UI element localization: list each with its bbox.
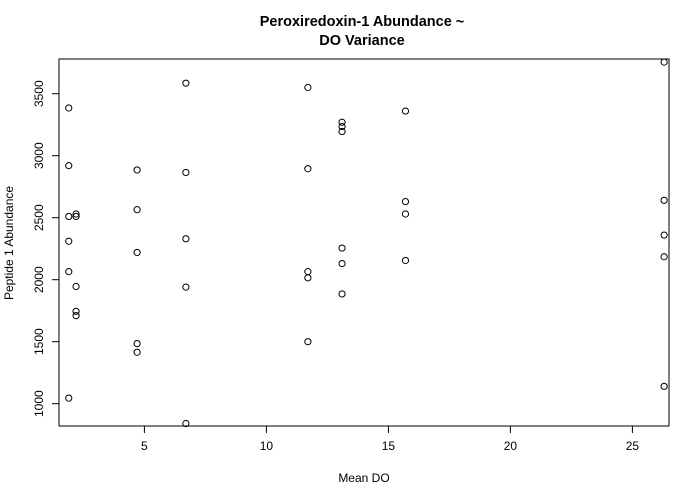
data-point xyxy=(72,282,80,291)
y-tick-label: 2500 xyxy=(32,204,46,231)
y-tick-label: 1500 xyxy=(32,328,46,355)
data-point xyxy=(338,127,346,136)
data-point xyxy=(65,162,73,170)
data-points xyxy=(65,58,668,428)
y-tick-label: 1000 xyxy=(32,390,46,417)
data-point xyxy=(660,253,668,261)
y-tick-label: 2000 xyxy=(32,266,46,293)
data-point xyxy=(182,419,190,428)
x-axis: 5 10 15 20 25 xyxy=(141,426,639,453)
x-tick-label: 5 xyxy=(141,439,148,453)
data-point xyxy=(182,283,190,291)
data-point xyxy=(338,244,346,252)
data-point xyxy=(65,268,73,276)
chart-title-line-2: DO Variance xyxy=(319,33,404,49)
data-point xyxy=(304,268,312,276)
data-point xyxy=(65,104,73,112)
data-point xyxy=(304,83,312,92)
data-point xyxy=(72,312,80,320)
data-point xyxy=(401,107,410,115)
chart-title-line-1: Peroxiredoxin-1 Abundance ~ xyxy=(260,14,465,30)
data-point xyxy=(660,196,668,204)
y-axis: 1000 1500 2000 2500 3000 3500 xyxy=(32,80,59,417)
data-point xyxy=(65,212,73,221)
data-point xyxy=(133,339,141,348)
data-point xyxy=(401,210,410,218)
data-point xyxy=(182,79,190,87)
data-point xyxy=(660,58,668,66)
data-point xyxy=(182,235,190,243)
x-axis-label: Mean DO xyxy=(338,471,389,485)
data-point xyxy=(401,256,410,265)
x-tick-label: 25 xyxy=(626,439,640,453)
y-tick-label: 3500 xyxy=(32,80,46,107)
x-tick-label: 10 xyxy=(260,439,274,453)
data-point xyxy=(72,212,80,221)
data-point xyxy=(338,290,346,298)
y-tick-label: 3000 xyxy=(32,142,46,169)
data-point xyxy=(72,210,80,218)
data-point xyxy=(304,165,312,173)
data-point xyxy=(304,338,312,346)
plot-frame xyxy=(58,58,670,427)
data-point xyxy=(660,382,668,390)
data-point xyxy=(401,197,410,206)
data-point xyxy=(338,122,346,131)
x-tick-label: 15 xyxy=(382,439,396,453)
data-point xyxy=(65,237,73,245)
data-point xyxy=(133,206,141,214)
data-point xyxy=(72,307,80,315)
data-point xyxy=(182,168,190,177)
data-point xyxy=(304,274,312,282)
data-point xyxy=(338,118,346,126)
x-tick-label: 20 xyxy=(504,439,518,453)
data-point xyxy=(65,394,73,402)
data-point xyxy=(133,166,141,174)
data-point xyxy=(660,231,668,239)
data-point xyxy=(133,348,141,356)
data-point xyxy=(338,259,346,268)
y-axis-label: Peptide 1 Abundance xyxy=(2,186,16,300)
data-point xyxy=(133,248,141,257)
